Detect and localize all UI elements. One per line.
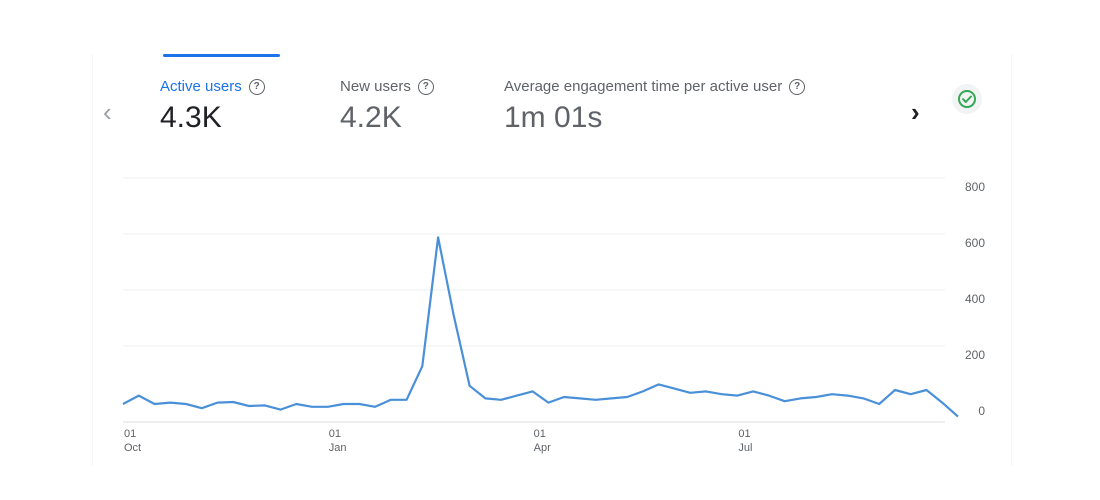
metric-active-users[interactable]: Active users ? 4.3K (160, 78, 265, 135)
help-icon[interactable]: ? (789, 78, 806, 95)
x-tick-day: 01 (738, 428, 750, 440)
y-tick-label: 400 (965, 292, 985, 306)
metric-label: Active users (160, 78, 242, 95)
metric-average-engagement-time[interactable]: Average engagement time per active user … (504, 78, 806, 135)
help-icon[interactable]: ? (248, 78, 265, 95)
y-tick-label: 600 (965, 236, 985, 250)
check-circle-glyph (958, 90, 976, 108)
active-tab-indicator (163, 54, 280, 57)
metric-label: Average engagement time per active user (504, 78, 783, 95)
y-tick-label: 200 (965, 348, 985, 362)
metric-label: New users (340, 78, 411, 95)
series-line-active-users (122, 236, 959, 418)
x-tick-day: 01 (534, 428, 546, 440)
x-tick-month: Apr (534, 442, 551, 454)
next-arrow-icon[interactable]: › (911, 97, 920, 127)
metric-new-users[interactable]: New users ? 4.2K (340, 78, 434, 135)
x-tick-month: Oct (124, 442, 141, 454)
help-icon[interactable]: ? (417, 78, 434, 95)
y-tick-label: 0 (978, 404, 985, 418)
metric-value: 4.3K (160, 101, 222, 134)
check-circle-icon[interactable] (952, 84, 982, 114)
x-tick-month: Jul (738, 442, 752, 454)
previous-arrow-icon[interactable]: ‹ (103, 97, 112, 127)
x-tick-day: 01 (329, 428, 341, 440)
metric-value: 1m 01s (504, 101, 603, 134)
x-tick-month: Jan (329, 442, 347, 454)
y-tick-label: 800 (965, 180, 985, 194)
metric-value: 4.2K (340, 101, 402, 134)
x-tick-day: 01 (124, 428, 136, 440)
